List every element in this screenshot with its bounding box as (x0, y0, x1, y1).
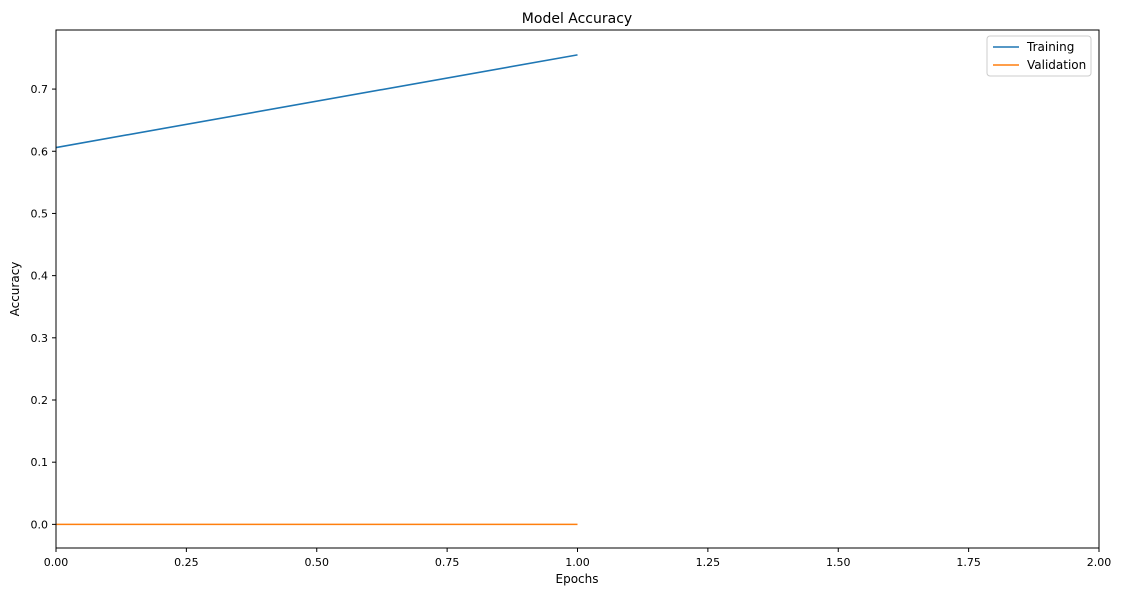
x-tick-label: 1.25 (696, 556, 721, 569)
plot-area-frame (55, 29, 1100, 549)
y-tick-label: 0.6 (31, 145, 49, 158)
x-tick-label: 1.50 (826, 556, 851, 569)
y-tick-label: 0.2 (31, 394, 49, 407)
x-tick-label: 1.75 (956, 556, 981, 569)
x-tick-label: 0.00 (44, 556, 69, 569)
x-tick-label: 0.75 (435, 556, 460, 569)
legend-box (986, 35, 1092, 77)
x-tick-label: 2.00 (1087, 556, 1112, 569)
chart-title: Model Accuracy (522, 11, 632, 27)
legend-label-training: Training (1026, 40, 1074, 54)
y-tick-label: 0.7 (31, 83, 49, 96)
x-tick-label: 0.50 (305, 556, 330, 569)
series-line-training (55, 54, 578, 149)
legend: Training Validation (986, 35, 1092, 77)
x-tick-label: 0.25 (174, 556, 199, 569)
x-axis-ticks: 0.00 0.25 0.50 0.75 1.00 1.25 1.50 1.75 2.00 (44, 548, 1112, 569)
y-tick-label: 0.1 (31, 456, 49, 469)
y-tick-label: 0.4 (31, 270, 49, 283)
legend-items: Training Validation (993, 40, 1086, 72)
y-tick-label: 0.5 (31, 207, 49, 220)
y-tick-label: 0.0 (31, 518, 49, 531)
y-tick-label: 0.3 (31, 332, 49, 345)
x-tick-label: 1.00 (565, 556, 590, 569)
series-layer (55, 54, 578, 526)
y-axis-title: Accuracy (8, 262, 22, 317)
y-axis-ticks: 0.0 0.1 0.2 0.3 0.4 0.5 0.6 0.7 (31, 83, 56, 531)
legend-label-validation: Validation (1027, 58, 1086, 72)
x-axis-title: Epochs (556, 572, 599, 586)
